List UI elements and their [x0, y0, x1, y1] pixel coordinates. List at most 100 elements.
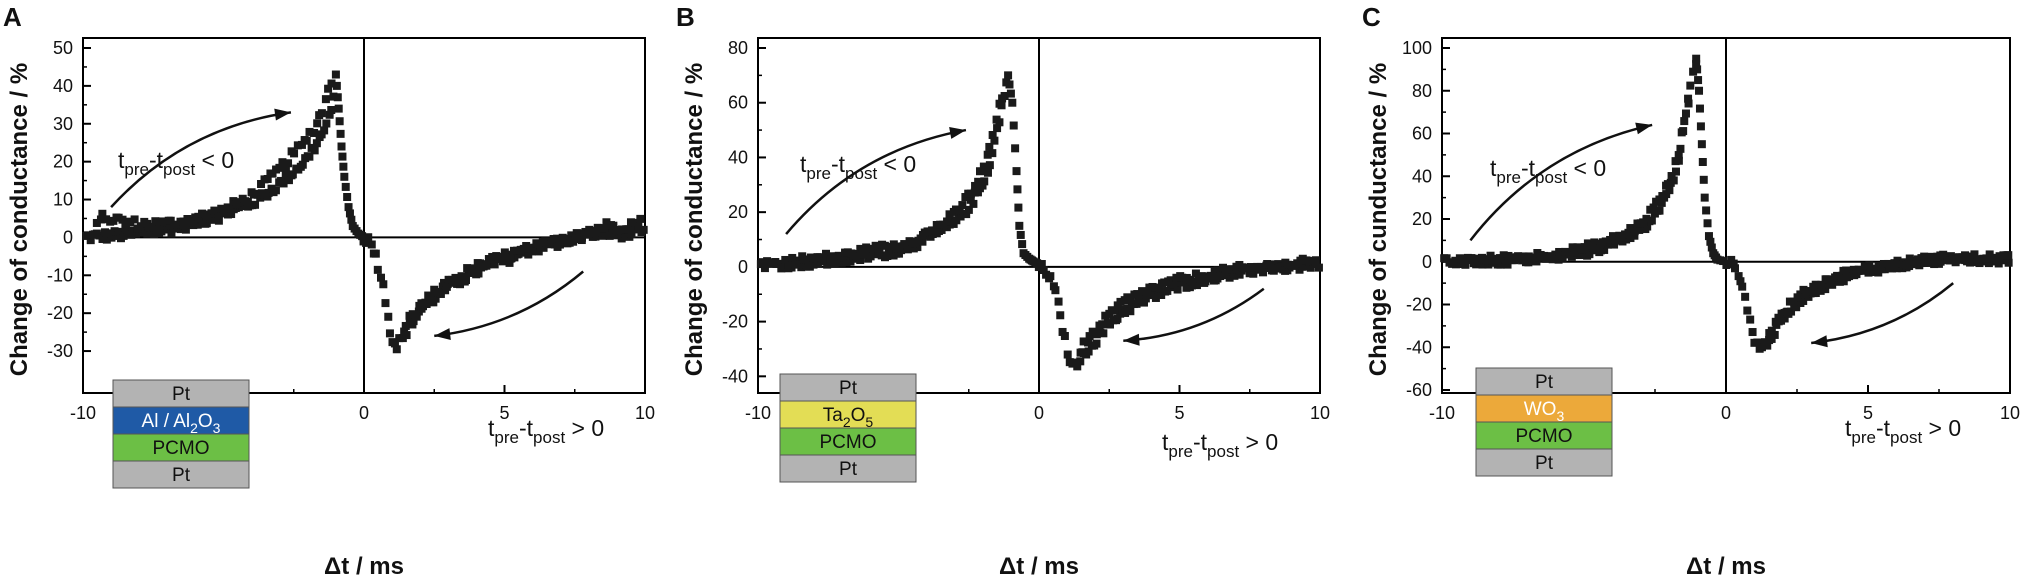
- data-point: [1092, 339, 1101, 348]
- data-point: [2004, 251, 2013, 260]
- data-point: [1706, 237, 1715, 246]
- data-point: [1985, 250, 1994, 259]
- data-point: [1626, 224, 1635, 233]
- data-point: [102, 215, 111, 224]
- data-point: [1235, 270, 1244, 279]
- data-point: [1101, 311, 1110, 320]
- data-point: [377, 273, 386, 282]
- data-point: [617, 234, 626, 243]
- layer-label: Al / Al2O3: [142, 411, 221, 436]
- data-point: [1163, 286, 1172, 295]
- data-point: [506, 254, 515, 263]
- y-tick-label: 20: [1412, 209, 1432, 229]
- data-point: [293, 141, 302, 150]
- data-point: [636, 214, 645, 223]
- data-point: [1173, 285, 1182, 294]
- layer-label: Pt: [172, 384, 191, 405]
- data-point: [1789, 297, 1798, 306]
- data-point: [952, 216, 961, 225]
- data-point: [1601, 237, 1610, 246]
- data-point: [1970, 250, 1979, 259]
- data-point: [1992, 256, 2001, 265]
- data-point: [572, 229, 581, 238]
- data-point: [1079, 337, 1088, 346]
- data-point: [966, 195, 975, 204]
- data-point: [336, 129, 345, 138]
- annotation-negative: tpre-tpost < 0: [800, 151, 916, 183]
- data-point: [1729, 259, 1738, 268]
- data-point: [822, 249, 831, 258]
- trend-arrow-head: [434, 328, 451, 341]
- trend-arrow-head: [1123, 333, 1140, 346]
- data-point: [1611, 236, 1620, 245]
- data-point: [279, 179, 288, 188]
- data-point: [1178, 273, 1187, 282]
- data-point: [559, 235, 568, 244]
- layer-rect: [779, 427, 917, 456]
- data-point: [1561, 247, 1570, 256]
- data-point: [1084, 338, 1093, 347]
- data-markers: [82, 70, 648, 354]
- data-point: [777, 264, 786, 273]
- y-tick-label: 10: [53, 190, 73, 210]
- data-point: [278, 158, 287, 167]
- y-axis-title: Change of conductance / %: [681, 63, 708, 376]
- data-point: [1792, 303, 1801, 312]
- data-point: [1585, 250, 1594, 259]
- data-point: [1738, 282, 1747, 291]
- data-point: [627, 229, 636, 238]
- data-point: [344, 203, 353, 212]
- panel-letter: A: [3, 2, 22, 32]
- data-point: [298, 160, 307, 169]
- x-axis-title: Δt / ms: [999, 553, 1079, 580]
- data-point: [1073, 362, 1082, 371]
- data-point: [505, 258, 514, 267]
- layer-rect: [1475, 448, 1613, 477]
- data-point: [1012, 167, 1021, 176]
- data-point: [1817, 280, 1826, 289]
- data-point: [100, 228, 109, 237]
- data-point: [290, 149, 299, 158]
- data-point: [634, 222, 643, 231]
- data-point: [337, 142, 346, 151]
- data-point: [193, 220, 202, 229]
- data-point: [1796, 290, 1805, 299]
- data-point: [852, 252, 861, 261]
- data-point: [1039, 266, 1048, 275]
- data-point: [136, 222, 145, 231]
- data-point: [1463, 253, 1472, 262]
- data-point: [534, 247, 543, 256]
- data-point: [818, 254, 827, 263]
- data-point: [1849, 265, 1858, 274]
- data-point: [964, 205, 973, 214]
- data-point: [1018, 240, 1027, 249]
- data-point: [1884, 259, 1893, 268]
- data-point: [1265, 260, 1274, 269]
- data-point: [1121, 308, 1130, 317]
- data-point: [553, 242, 562, 251]
- data-point: [334, 104, 343, 113]
- data-point: [830, 258, 839, 267]
- data-point: [254, 189, 263, 198]
- data-point: [448, 278, 457, 287]
- data-point: [958, 201, 967, 210]
- x-tick-label: 0: [1721, 403, 1731, 423]
- layer-label: Pt: [1535, 453, 1554, 474]
- x-tick-label: 10: [2000, 403, 2020, 423]
- data-point: [1461, 258, 1470, 267]
- data-point: [1694, 76, 1703, 85]
- data-point: [436, 289, 445, 298]
- data-point: [1805, 287, 1814, 296]
- data-point: [1037, 260, 1046, 269]
- data-point: [1799, 296, 1808, 305]
- data-point: [167, 229, 176, 238]
- data-point: [1630, 227, 1639, 236]
- data-point: [990, 136, 999, 145]
- data-point: [184, 218, 193, 227]
- y-tick-label: 60: [728, 93, 748, 113]
- data-point: [84, 231, 93, 240]
- data-point: [151, 217, 160, 226]
- layer-rect: [779, 373, 917, 402]
- data-point: [1056, 311, 1065, 320]
- trend-arrow-line: [1469, 123, 1653, 242]
